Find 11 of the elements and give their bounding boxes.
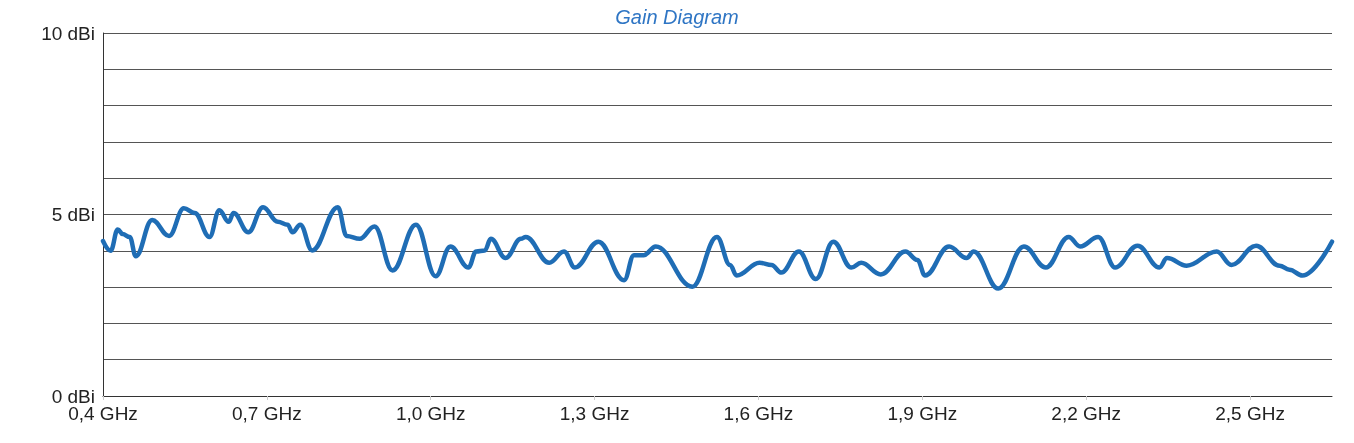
x-tick-label: 1,6 GHz [723, 403, 794, 424]
line-series [100, 204, 1335, 291]
x-tick-label: 2,5 GHz [1215, 403, 1285, 424]
x-tick-label: 0,7 GHz [232, 403, 302, 424]
x-tick-label: 2,2 GHz [1051, 403, 1122, 424]
x-tick-label: 1,0 GHz [395, 403, 466, 424]
chart-title: Gain Diagram [615, 6, 739, 28]
y-tick-label: 5 dBi [51, 204, 95, 225]
y-tick-label: 10 dBi [41, 22, 95, 44]
x-tick-label: 1,3 GHz [559, 403, 630, 424]
x-tick-label: 1,9 GHz [887, 403, 958, 424]
